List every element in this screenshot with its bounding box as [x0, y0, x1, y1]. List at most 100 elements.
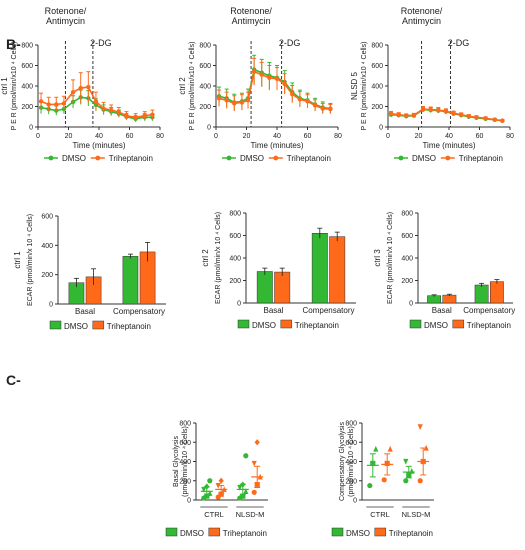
per3-y-tick-label: 400 — [371, 84, 383, 91]
per1-legend-marker — [48, 155, 54, 161]
per1-point — [61, 101, 67, 106]
per2-series-line — [218, 70, 331, 110]
comp-group-label: CTRL — [370, 510, 390, 519]
per3-legend-label: DMSO — [412, 154, 436, 163]
per2-point — [328, 106, 333, 112]
per2-point — [216, 96, 222, 101]
per2-series-line — [218, 68, 331, 110]
comp-point — [403, 478, 409, 484]
basal-y-label-units: (pmol/min/x 10 ⁴ Cells) — [182, 426, 189, 497]
per1-2dg-label: 2-DG — [90, 38, 112, 48]
basal-y-tick-label: 200 — [179, 478, 191, 485]
per2-point — [274, 76, 280, 82]
per1-y-tick-label: 400 — [21, 84, 33, 91]
per1-point — [86, 84, 91, 90]
ecar2-category-label: Compensatory — [302, 306, 354, 315]
per2-legend-label: Triheptanoin — [287, 154, 331, 163]
ecar2-y-tick-label: 200 — [229, 278, 241, 285]
per3-y-label: P E R (pmol/min/x10 ⁴ Cells) — [361, 42, 368, 131]
per2-y-tick-label: 800 — [199, 43, 211, 50]
ecar2-bar — [274, 271, 291, 304]
per2-point — [305, 99, 310, 104]
basal-legend-label: DMSO — [180, 529, 204, 538]
per2-legend-label: DMSO — [240, 154, 264, 163]
per1-side-label: ctrl 1 — [0, 77, 9, 95]
ecar3-y-label: ECAR (pmol/min/x 10 ⁴ Cells) — [387, 212, 394, 304]
basal-y-label: Basal Glycolysis — [173, 436, 180, 487]
ecar2-y-tick-label: 400 — [229, 256, 241, 263]
per1-point — [133, 115, 138, 120]
ecar1-y-label: ECAR (pmol/min/x 10 ⁴ Cells) — [27, 214, 34, 306]
per2-x-tick-label: 40 — [273, 133, 281, 140]
per3-legend-label: Triheptanoin — [459, 154, 503, 163]
per3-point — [404, 113, 409, 118]
per3-x-tick-label: 40 — [445, 133, 453, 140]
comp-legend-label: DMSO — [346, 529, 370, 538]
per3-y-tick-label: 800 — [371, 43, 383, 50]
per1-x-tick-label: 60 — [126, 133, 134, 140]
panel-label-b: B- — [6, 36, 21, 52]
per1-point — [101, 106, 106, 111]
per1-y-label: P E R (pmol/min/x10 ⁴ Cells) — [11, 42, 18, 131]
per2-2dg-label: 2-DG — [279, 38, 301, 48]
ecar1-y-tick-label: 0 — [49, 302, 53, 309]
ecar3-bar — [490, 281, 504, 304]
per2-point — [239, 100, 245, 105]
per1-point — [150, 112, 155, 117]
comp-y-tick-label: 800 — [345, 421, 357, 428]
per2-x-tick-label: 0 — [214, 133, 218, 140]
basal-group-label: NLSD-M — [236, 510, 265, 519]
per1-x-tick-label: 0 — [36, 133, 40, 140]
basal-point — [207, 478, 213, 484]
per3-point — [459, 112, 464, 117]
ecar1-legend-swatch — [92, 320, 105, 330]
per2-y-tick-label: 0 — [207, 125, 211, 132]
basal-y-tick-label: 0 — [187, 498, 191, 505]
per2-point — [224, 98, 229, 103]
per2-point — [259, 72, 264, 77]
per2-y-label: P E R (pmol/min/x10 ⁴ Cells) — [189, 42, 196, 131]
per1-point — [70, 89, 76, 95]
per2-point — [245, 98, 251, 103]
per3-point — [451, 110, 456, 116]
per1-legend-label: Triheptanoin — [109, 154, 153, 163]
ecar2-legend-label: Triheptanoin — [295, 321, 339, 330]
per2-point — [312, 103, 318, 108]
per2-rotenone-label: Rotenone/Antimycin — [230, 6, 272, 26]
basal-point — [237, 484, 243, 491]
per3-y-tick-label: 0 — [379, 125, 383, 132]
per2-y-tick-label: 400 — [199, 84, 211, 91]
per2-y-tick-label: 600 — [199, 63, 211, 70]
basal-group-label: CTRL — [204, 510, 224, 519]
per3-point — [436, 107, 441, 113]
comp-y-label-units: (pmol/min/x 10 ⁴ Cells) — [348, 426, 355, 497]
per1-point — [116, 109, 122, 115]
ecar3-y-tick-label: 200 — [401, 278, 413, 285]
ecar3-bar — [442, 294, 457, 304]
basal-y-tick-label: 800 — [179, 421, 191, 428]
basal-legend-swatch — [165, 527, 178, 537]
per1-y-tick-label: 200 — [21, 104, 33, 111]
basal-point — [218, 477, 224, 484]
comp-point — [403, 458, 409, 465]
ecar2-y-tick-label: 800 — [229, 211, 241, 218]
comp-point — [417, 478, 423, 484]
ecar2-y-label: ECAR (pmol/min/x 10 ⁴ Cells) — [215, 212, 222, 304]
ecar3-side-label: ctrl 3 — [373, 249, 382, 267]
ecar2-y-tick-label: 0 — [237, 301, 241, 308]
per2-x-tick-label: 80 — [334, 133, 342, 140]
per2-point — [320, 106, 325, 111]
basal-point — [251, 460, 257, 467]
ecar1-y-tick-label: 200 — [41, 272, 53, 279]
per1-x-label: Time (minutes) — [72, 141, 125, 150]
per1-x-tick-label: 20 — [65, 133, 73, 140]
per1-legend-label: DMSO — [62, 154, 86, 163]
basal-point — [251, 489, 257, 495]
ecar3-legend-swatch — [409, 319, 422, 329]
per2-point — [297, 97, 303, 102]
per1-point — [142, 113, 147, 118]
basal-point — [240, 493, 246, 499]
per2-x-label: Time (minutes) — [250, 141, 303, 150]
basal-point — [243, 453, 249, 459]
ecar1-bar — [122, 256, 139, 305]
